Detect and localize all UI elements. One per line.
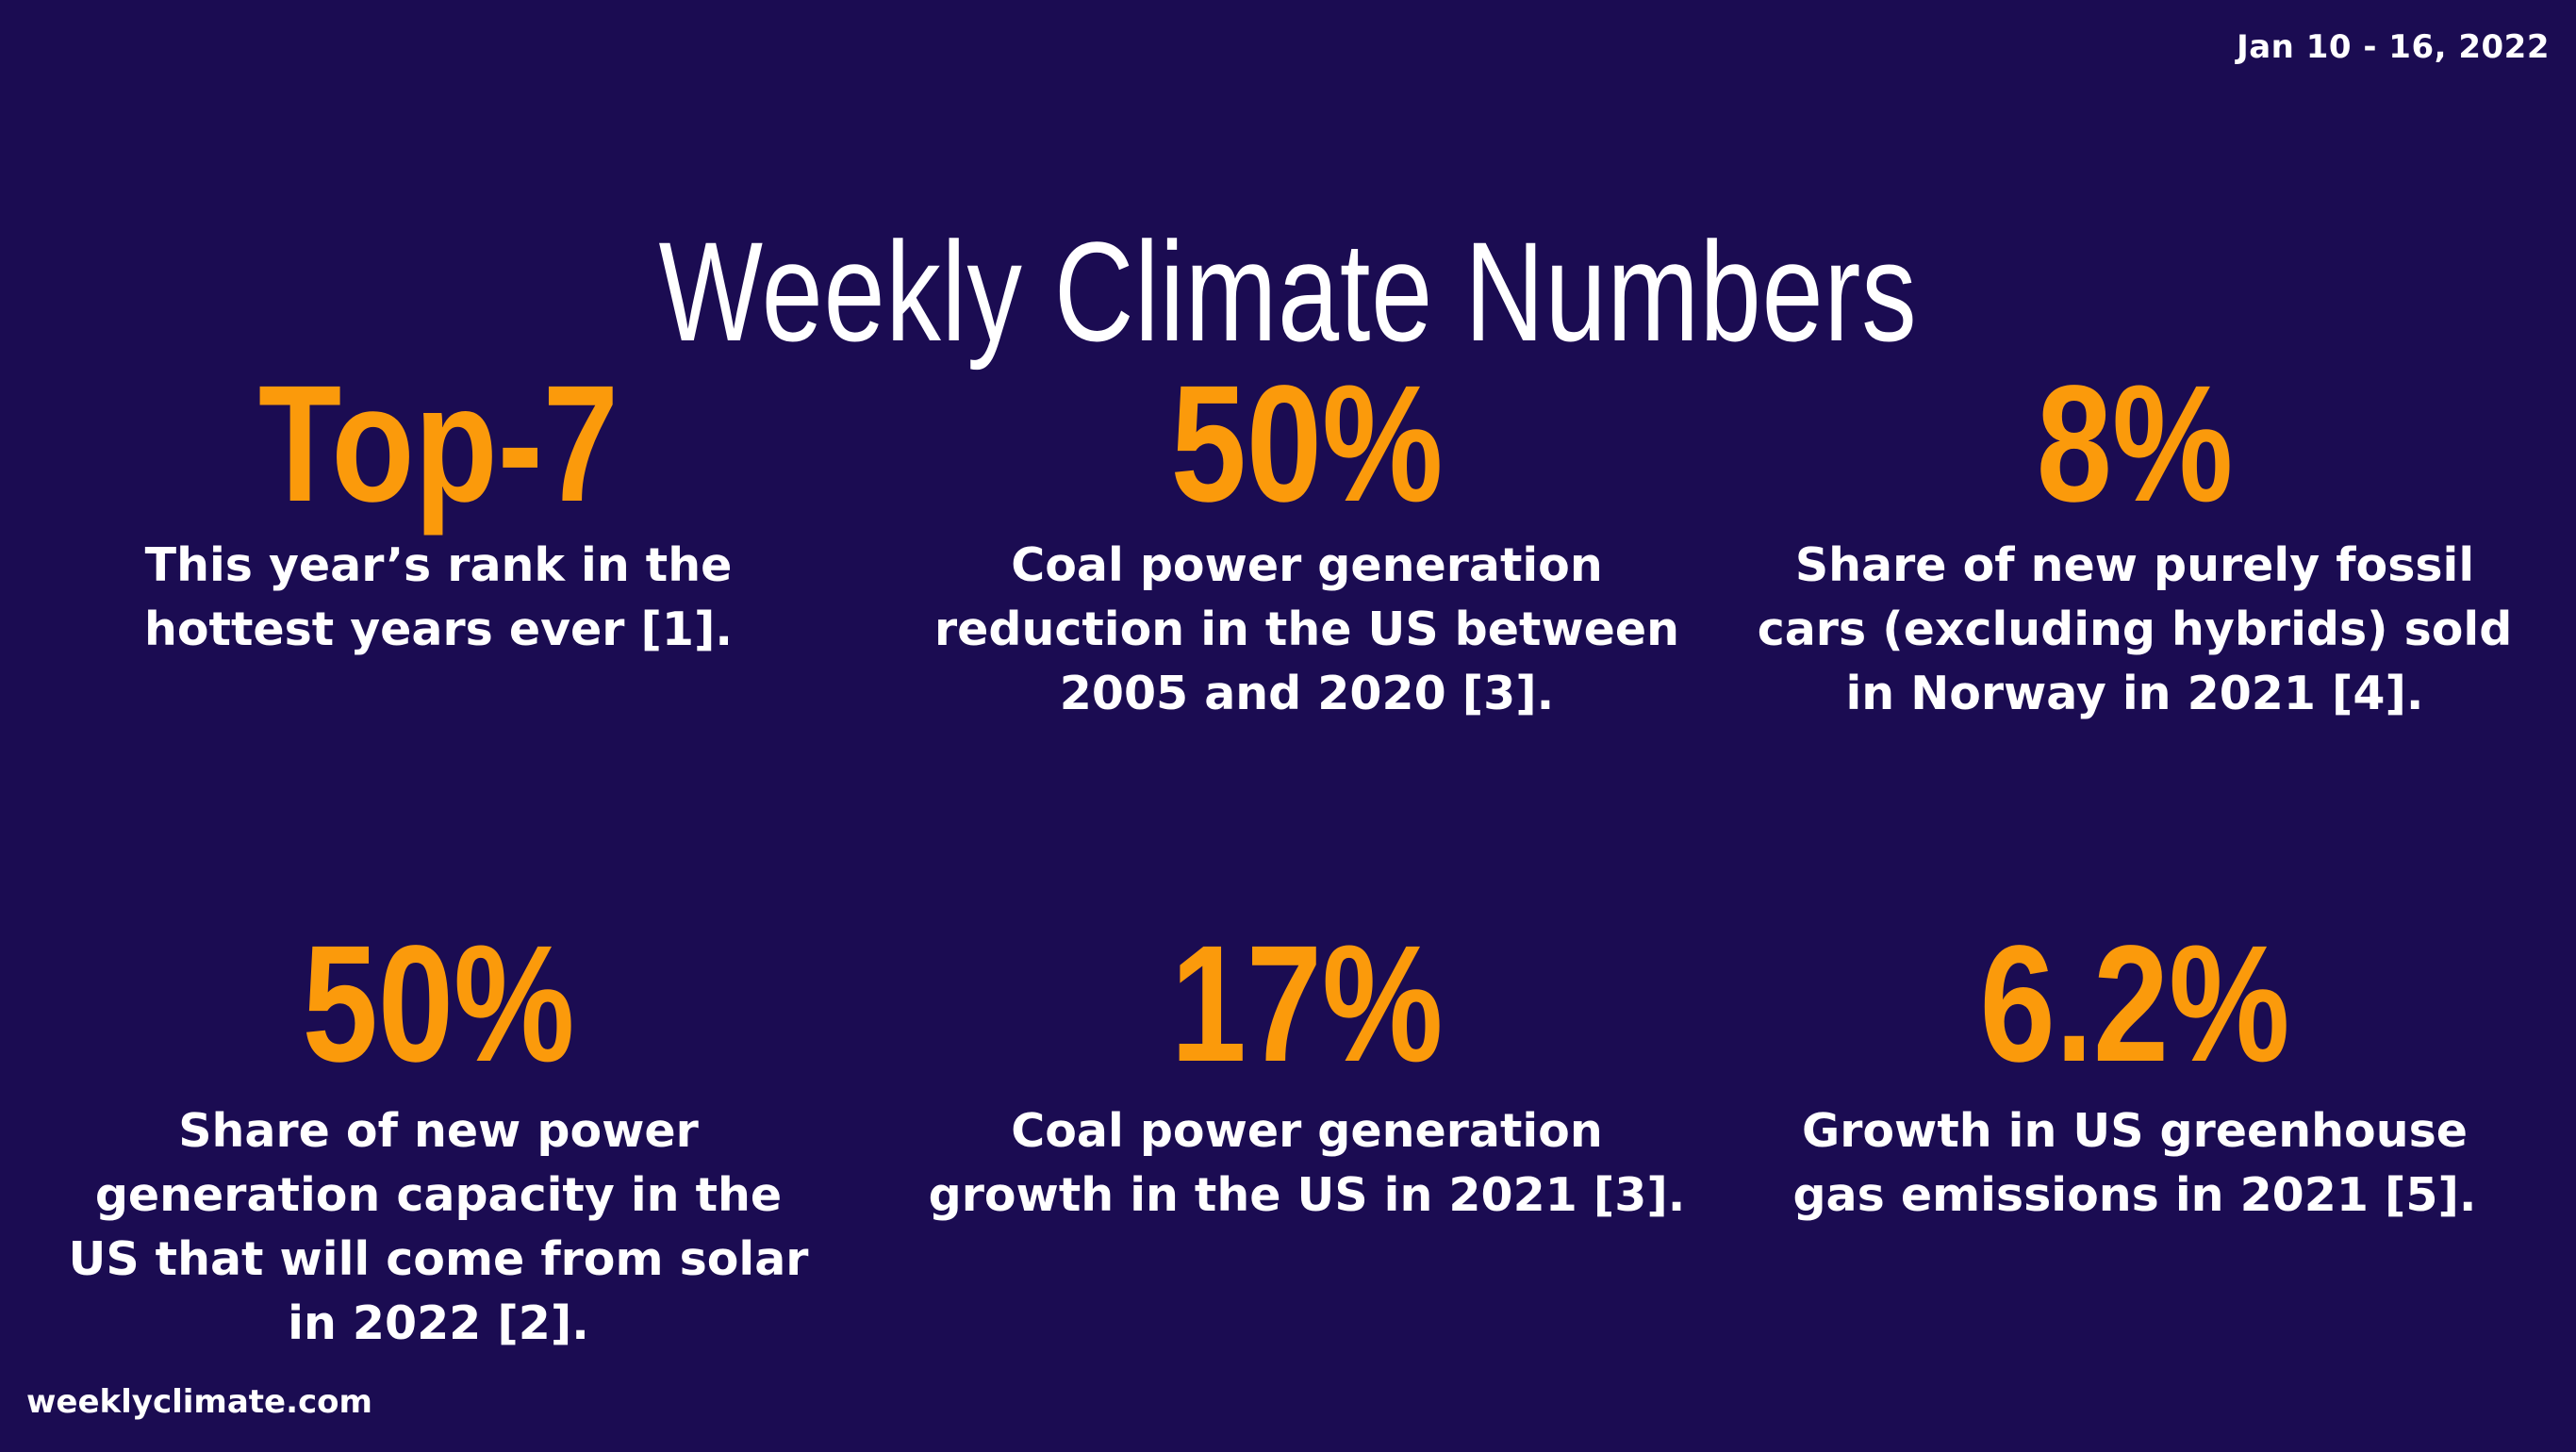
- date-range: Jan 10 - 16, 2022: [2237, 28, 2550, 66]
- stat-card: 8% Share of new purely fossil cars (excl…: [1748, 355, 2521, 726]
- stat-value: 50%: [1170, 352, 1444, 536]
- stat-value: 17%: [1170, 912, 1444, 1097]
- stat-value: 50%: [302, 912, 575, 1097]
- stat-card: 50% Share of new power generation capaci…: [52, 915, 825, 1356]
- site-url: weeklyclimate.com: [26, 1383, 372, 1421]
- stat-value: 6.2%: [1979, 912, 2290, 1097]
- stat-value: 8%: [2036, 352, 2234, 536]
- page-title: Weekly Climate Numbers: [658, 211, 1918, 371]
- stat-card: 50% Coal power generation reduction in t…: [920, 355, 1693, 726]
- stat-description: Coal power generation growth in the US i…: [928, 1104, 1686, 1222]
- stat-description: Growth in US greenhouse gas emissions in…: [1792, 1104, 2477, 1222]
- stat-card: 17% Coal power generation growth in the …: [920, 915, 1693, 1228]
- stat-card: 6.2% Growth in US greenhouse gas emissio…: [1748, 915, 2521, 1228]
- stat-value: Top-7: [257, 352, 619, 536]
- stat-description: This year’s rank in the hottest years ev…: [143, 538, 734, 656]
- stat-card: Top-7 This year’s rank in the hottest ye…: [52, 355, 825, 662]
- stat-description: Coal power generation reduction in the U…: [933, 538, 1680, 720]
- stat-description: Share of new power generation capacity i…: [68, 1104, 809, 1350]
- stat-description: Share of new purely fossil cars (excludi…: [1757, 538, 2513, 720]
